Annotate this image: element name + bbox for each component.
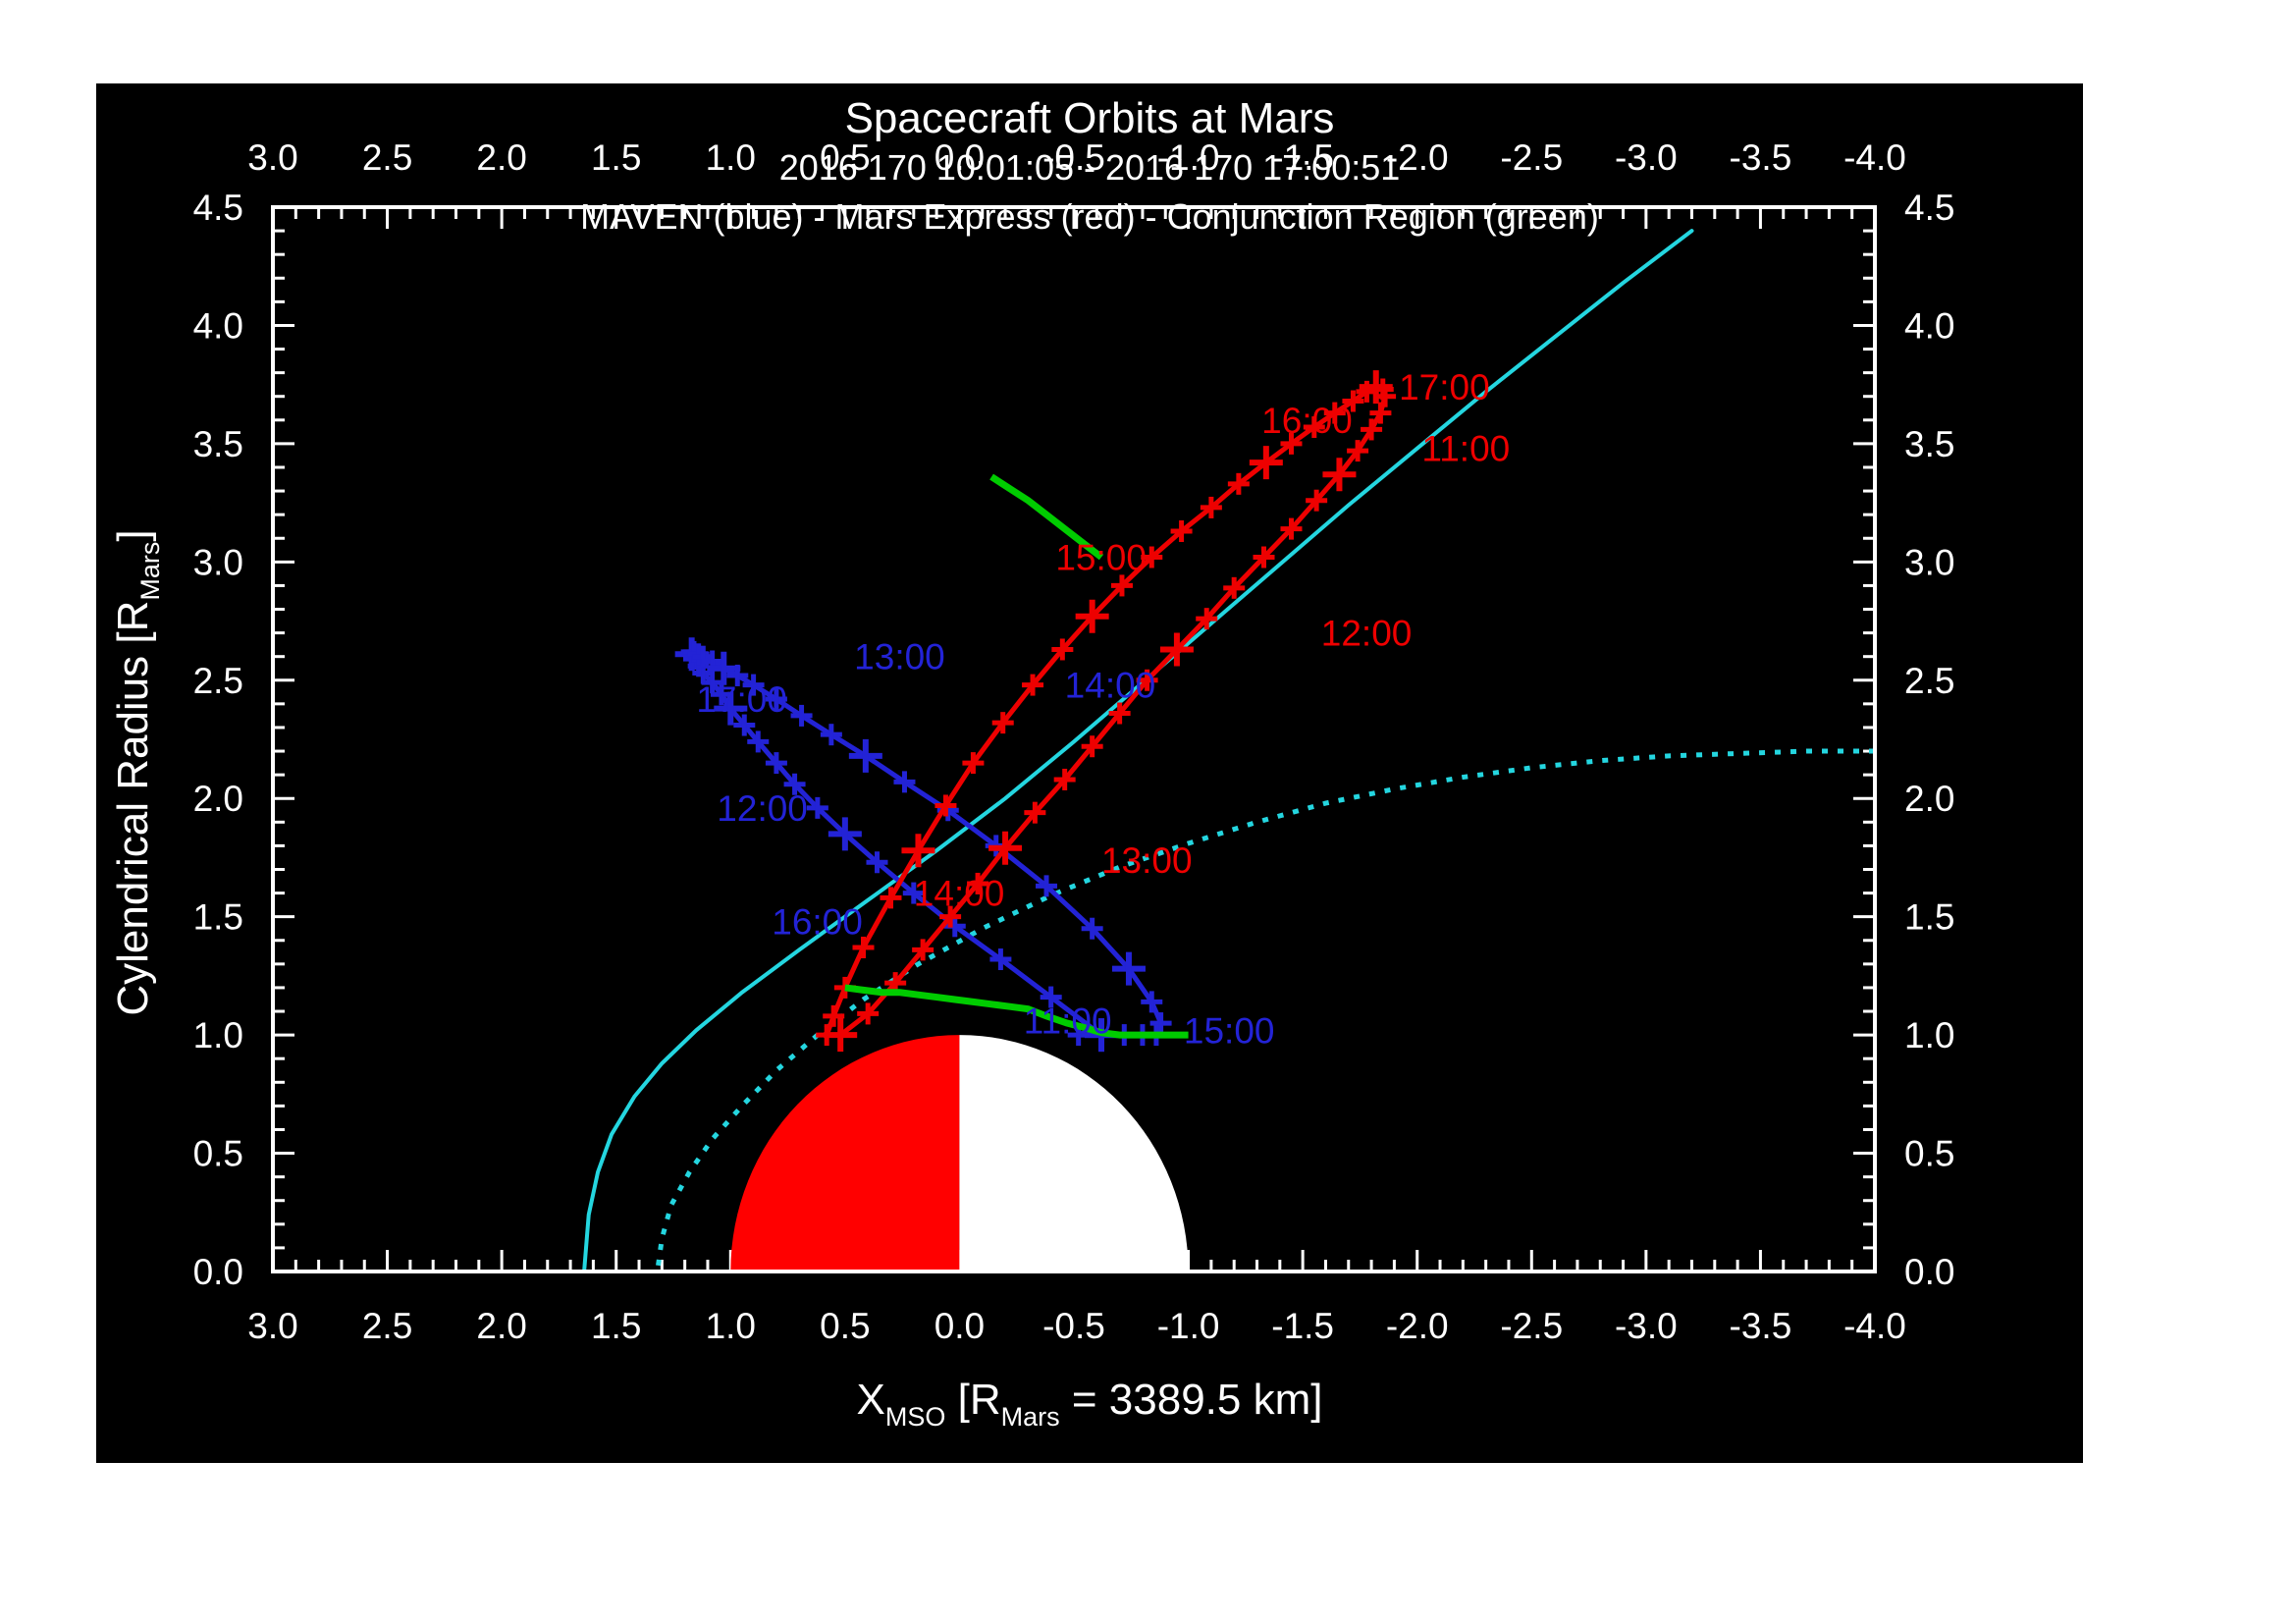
maven-time-label: 17:00 (696, 679, 787, 720)
x-tick-label: 2.0 (476, 1306, 526, 1346)
y-tick-label: 2.5 (193, 661, 243, 701)
maven-time-label: 15:00 (1184, 1010, 1275, 1051)
mars-express-time-label: 12:00 (1321, 614, 1413, 654)
x-tick-label: -3.0 (1615, 137, 1678, 178)
y-tick-label: 0.0 (1904, 1252, 1954, 1292)
maven-time-label: 14:00 (1065, 666, 1156, 706)
x-tick-label: 2.0 (476, 137, 526, 178)
x-tick-label: -3.5 (1730, 1306, 1792, 1346)
x-tick-label: -0.5 (1042, 137, 1105, 178)
x-tick-label: -1.0 (1157, 1306, 1220, 1346)
axis-left-ticks (273, 205, 294, 1273)
mars-express-orbit-track (816, 370, 1397, 1053)
x-tick-label: -2.0 (1386, 1306, 1449, 1346)
y-tick-label: 0.5 (1904, 1134, 1954, 1174)
axis-bottom-labels: 3.0 2.5 2.0 1.5 1.0 0.5 0.0 -0.5 -1.0 -1.5 -2.0 -2.… (247, 1306, 1906, 1346)
mars-dayside (730, 1035, 960, 1271)
x-tick-label: -4.0 (1843, 137, 1906, 178)
y-tick-label: 4.5 (1904, 188, 1954, 228)
x-tick-label: -1.0 (1157, 137, 1220, 178)
y-tick-label: 4.0 (1904, 305, 1954, 346)
conjunction-region-track (844, 473, 1189, 1039)
x-tick-label: -3.0 (1615, 1306, 1678, 1346)
x-tick-label: 0.0 (934, 137, 985, 178)
x-tick-label: 1.5 (591, 1306, 641, 1346)
axis-top-ticks (271, 207, 1877, 229)
x-tick-label: -1.5 (1271, 137, 1334, 178)
maven-time-label: 13:00 (854, 637, 945, 677)
x-tick-label: 0.5 (820, 137, 870, 178)
time-annotations: 11:00 12:00 13:00 14:00 15:00 16:00 17:00 11:00… (696, 367, 1510, 1051)
x-axis-title-main: X (857, 1376, 885, 1424)
maven-time-label: 16:00 (772, 901, 863, 942)
y-tick-label: 3.5 (193, 424, 243, 464)
mars-express-time-label: 14:00 (914, 874, 1005, 914)
x-tick-label: -1.5 (1271, 1306, 1334, 1346)
mars-express-time-label: 17:00 (1399, 367, 1490, 407)
y-tick-label: 0.0 (193, 1252, 243, 1292)
x-tick-label: -4.0 (1843, 1306, 1906, 1346)
y-tick-label: 1.5 (193, 897, 243, 938)
x-axis-title-sub: MSO (885, 1402, 946, 1432)
x-tick-label: -2.5 (1500, 1306, 1563, 1346)
x-tick-label: 0.0 (934, 1306, 985, 1346)
x-tick-label: 0.5 (820, 1306, 870, 1346)
axis-left-labels: 0.0 0.5 1.0 1.5 2.0 2.5 3.0 3.5 4.0 4.5 (193, 188, 243, 1292)
x-tick-label: 2.5 (362, 137, 412, 178)
bow-shock-curve (582, 229, 1694, 1271)
mars-express-time-label: 16:00 (1261, 401, 1353, 441)
y-tick-label: 1.0 (1904, 1015, 1954, 1055)
mars-planet (730, 1035, 1189, 1271)
y-tick-label: 4.0 (193, 305, 243, 346)
axis-top-labels: 3.0 2.5 2.0 1.5 1.0 0.5 0.0 -0.5 -1.0 -1.5 -2.0 -2.… (247, 137, 1906, 178)
axis-right-ticks (1853, 205, 1875, 1273)
mars-express-time-label: 13:00 (1101, 840, 1193, 881)
x-tick-label: -2.5 (1500, 137, 1563, 178)
x-tick-label: 3.0 (247, 1306, 297, 1346)
y-tick-label: 0.5 (193, 1134, 243, 1174)
x-tick-label: -2.0 (1386, 137, 1449, 178)
y-tick-label: 3.0 (1904, 542, 1954, 582)
chart-subtitle: 2016 170 10:01:05 - 2016 170 17:00:51 (779, 147, 1401, 188)
y-tick-label: 4.5 (193, 188, 243, 228)
y-axis-title: Cylendrical Radius [RMars] (109, 529, 165, 1015)
chart-legend-line: MAVEN (blue) - Mars Express (red) - Conj… (580, 196, 1599, 237)
x-axis-title-unit-sub: Mars (1001, 1402, 1060, 1432)
orbit-plot-svg: Spacecraft Orbits at Mars 2016 170 10:01… (109, 94, 1954, 1432)
y-tick-label: 2.0 (1904, 779, 1954, 819)
maven-time-label: 11:00 (1024, 1001, 1112, 1042)
mpb-curve (655, 748, 1875, 1271)
y-tick-label: 1.5 (1904, 897, 1954, 938)
plot-panel: Spacecraft Orbits at Mars 2016 170 10:01… (96, 83, 2083, 1463)
y-axis-title-post: ] (109, 529, 157, 541)
maven-time-label: 12:00 (717, 788, 808, 829)
x-axis-title-unit-pre: [R (945, 1376, 1000, 1424)
y-tick-label: 2.5 (1904, 661, 1954, 701)
mars-nightside (959, 1035, 1189, 1271)
y-tick-label: 1.0 (193, 1015, 243, 1055)
x-tick-label: 2.5 (362, 1306, 412, 1346)
y-axis-title-sub: Mars (135, 542, 165, 601)
mars-express-time-label: 11:00 (1421, 429, 1510, 469)
y-tick-label: 3.5 (1904, 424, 1954, 464)
y-tick-label: 2.0 (193, 779, 243, 819)
plot-frame (271, 205, 1877, 1273)
chart-title: Spacecraft Orbits at Mars (845, 94, 1335, 142)
x-tick-label: 3.0 (247, 137, 297, 178)
maven-orbit-track (674, 637, 1172, 1053)
axis-right-labels: 0.0 0.5 1.0 1.5 2.0 2.5 3.0 3.5 4.0 4.5 (1904, 188, 1954, 1292)
y-axis-title-main: Cylendrical Radius [R (109, 601, 157, 1016)
plot-content (582, 229, 1875, 1271)
mars-express-time-label: 15:00 (1055, 538, 1147, 578)
x-axis-title: XMSO [RMars = 3389.5 km] (857, 1376, 1323, 1432)
x-tick-label: 1.0 (706, 137, 756, 178)
x-tick-label: -0.5 (1042, 1306, 1105, 1346)
x-tick-label: 1.5 (591, 137, 641, 178)
x-axis-title-unit-post: = 3389.5 km] (1060, 1376, 1323, 1424)
x-tick-label: -3.5 (1730, 137, 1792, 178)
x-tick-label: 1.0 (706, 1306, 756, 1346)
y-tick-label: 3.0 (193, 542, 243, 582)
